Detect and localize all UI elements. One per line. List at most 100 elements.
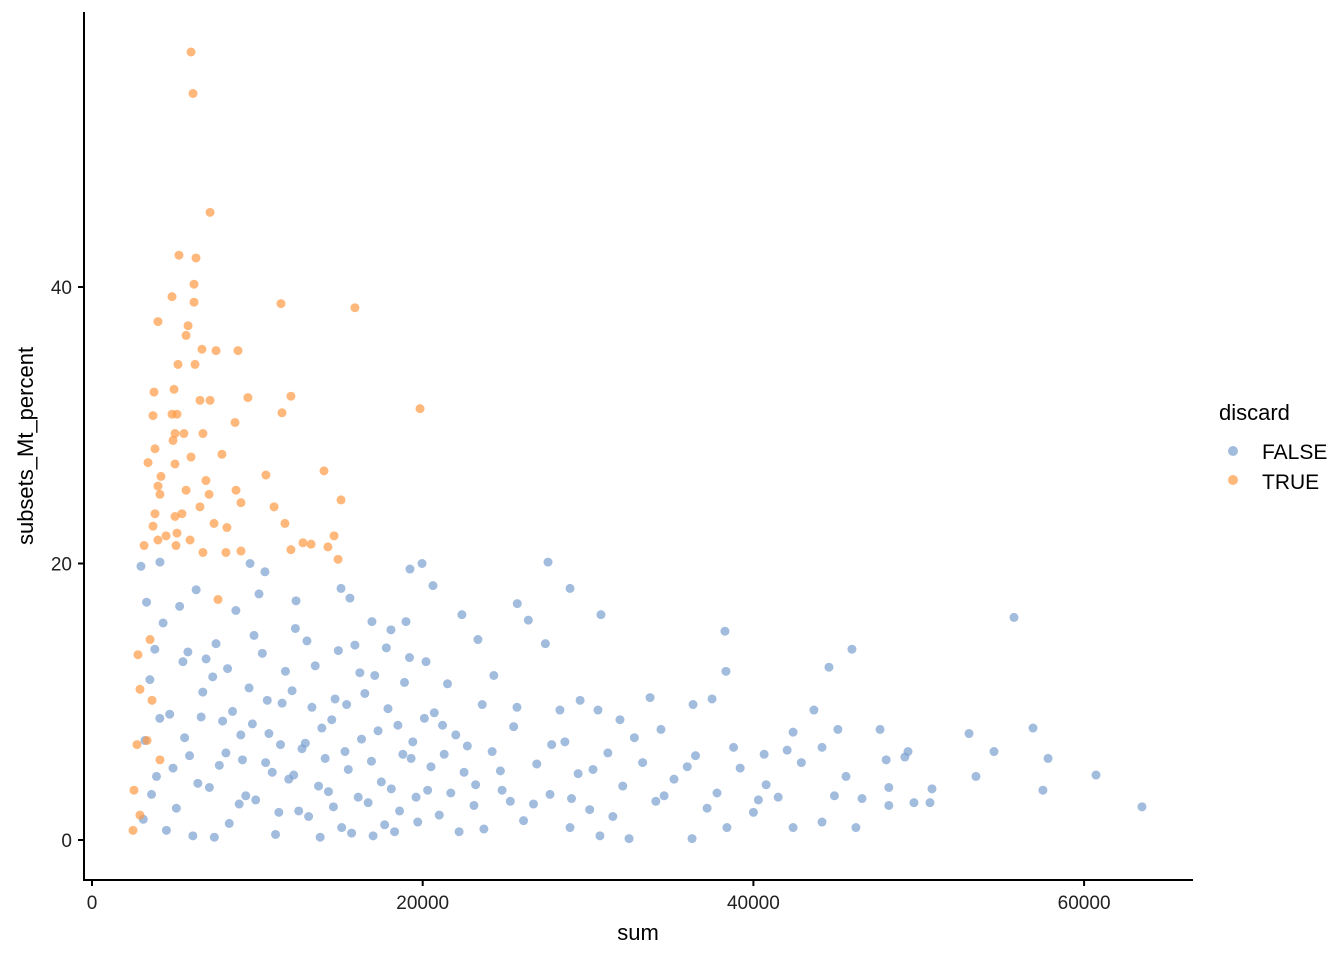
point-false xyxy=(603,748,613,758)
point-false xyxy=(759,749,769,759)
point-true xyxy=(204,489,214,499)
point-false xyxy=(567,794,577,804)
point-false xyxy=(411,792,421,802)
x-ticks: 0 20000 40000 60000 xyxy=(87,880,1111,914)
point-false xyxy=(264,729,274,739)
point-false xyxy=(333,646,343,656)
point-false xyxy=(158,618,168,628)
point-false xyxy=(188,831,198,841)
point-false xyxy=(824,662,834,672)
point-true xyxy=(201,476,211,486)
point-false xyxy=(175,601,185,611)
point-true xyxy=(195,502,205,512)
point-false xyxy=(729,742,739,752)
point-true xyxy=(155,489,165,499)
point-true xyxy=(167,292,177,302)
point-true xyxy=(221,547,231,557)
point-true xyxy=(148,411,158,421)
point-true xyxy=(286,545,296,555)
point-false xyxy=(147,789,157,799)
point-false xyxy=(201,654,211,664)
point-false xyxy=(401,617,411,627)
point-false xyxy=(417,559,427,568)
point-false xyxy=(277,698,287,708)
point-false xyxy=(151,771,161,781)
point-true xyxy=(236,546,246,556)
point-false xyxy=(302,636,312,646)
point-false xyxy=(523,615,533,625)
point-false xyxy=(573,769,583,779)
point-false xyxy=(707,694,717,704)
point-true xyxy=(170,511,180,521)
point-false xyxy=(165,709,175,719)
point-true xyxy=(190,359,200,369)
point-false xyxy=(473,635,483,645)
point-false xyxy=(289,770,299,780)
point-true xyxy=(135,684,145,694)
point-false xyxy=(618,781,628,791)
point-false xyxy=(244,683,254,693)
point-false xyxy=(405,564,415,574)
point-false xyxy=(489,670,499,680)
point-true xyxy=(329,531,339,541)
point-false xyxy=(833,724,843,734)
point-false xyxy=(345,593,355,603)
point-true xyxy=(333,554,343,564)
point-false xyxy=(457,610,467,620)
point-true xyxy=(156,471,166,481)
point-false xyxy=(796,758,806,768)
point-false xyxy=(245,559,255,568)
point-true xyxy=(233,346,243,356)
point-false xyxy=(1043,753,1053,763)
point-true xyxy=(143,458,153,468)
point-true xyxy=(173,359,183,369)
y-ticks: 0 20 40 xyxy=(51,278,84,852)
point-false xyxy=(247,719,257,729)
point-false xyxy=(178,657,188,667)
point-false xyxy=(211,639,221,649)
point-true xyxy=(170,429,180,439)
point-true xyxy=(186,452,196,462)
point-false xyxy=(257,648,267,658)
point-false xyxy=(971,771,981,781)
point-true xyxy=(195,395,205,405)
point-true xyxy=(191,253,201,263)
point-true xyxy=(336,495,346,505)
point-false xyxy=(925,798,935,808)
legend-key-false xyxy=(1228,446,1238,456)
point-true xyxy=(280,518,290,528)
point-false xyxy=(320,753,330,763)
point-false xyxy=(451,730,461,740)
point-false xyxy=(236,730,246,740)
point-false xyxy=(193,778,203,788)
point-true xyxy=(150,444,160,454)
point-false xyxy=(314,781,324,791)
point-false xyxy=(150,644,160,654)
point-false xyxy=(543,557,553,567)
point-false xyxy=(809,705,819,715)
point-true xyxy=(243,393,253,403)
points-layer xyxy=(128,47,1147,844)
point-false xyxy=(390,827,400,837)
point-false xyxy=(487,747,497,757)
point-false xyxy=(459,767,469,777)
point-false xyxy=(254,589,264,599)
point-false xyxy=(545,789,555,799)
point-false xyxy=(927,784,937,794)
legend-label-false: FALSE xyxy=(1262,441,1327,464)
point-false xyxy=(383,704,393,714)
point-false xyxy=(357,734,367,744)
point-false xyxy=(608,811,618,821)
point-false xyxy=(155,713,165,723)
point-false xyxy=(373,726,383,736)
point-false xyxy=(575,695,585,705)
point-true xyxy=(161,531,171,541)
point-true xyxy=(306,539,316,549)
point-false xyxy=(310,661,320,671)
point-false xyxy=(328,802,338,812)
point-true xyxy=(149,387,159,397)
point-false xyxy=(249,630,259,640)
point-true xyxy=(129,785,139,795)
point-true xyxy=(150,509,160,519)
point-false xyxy=(393,720,403,730)
